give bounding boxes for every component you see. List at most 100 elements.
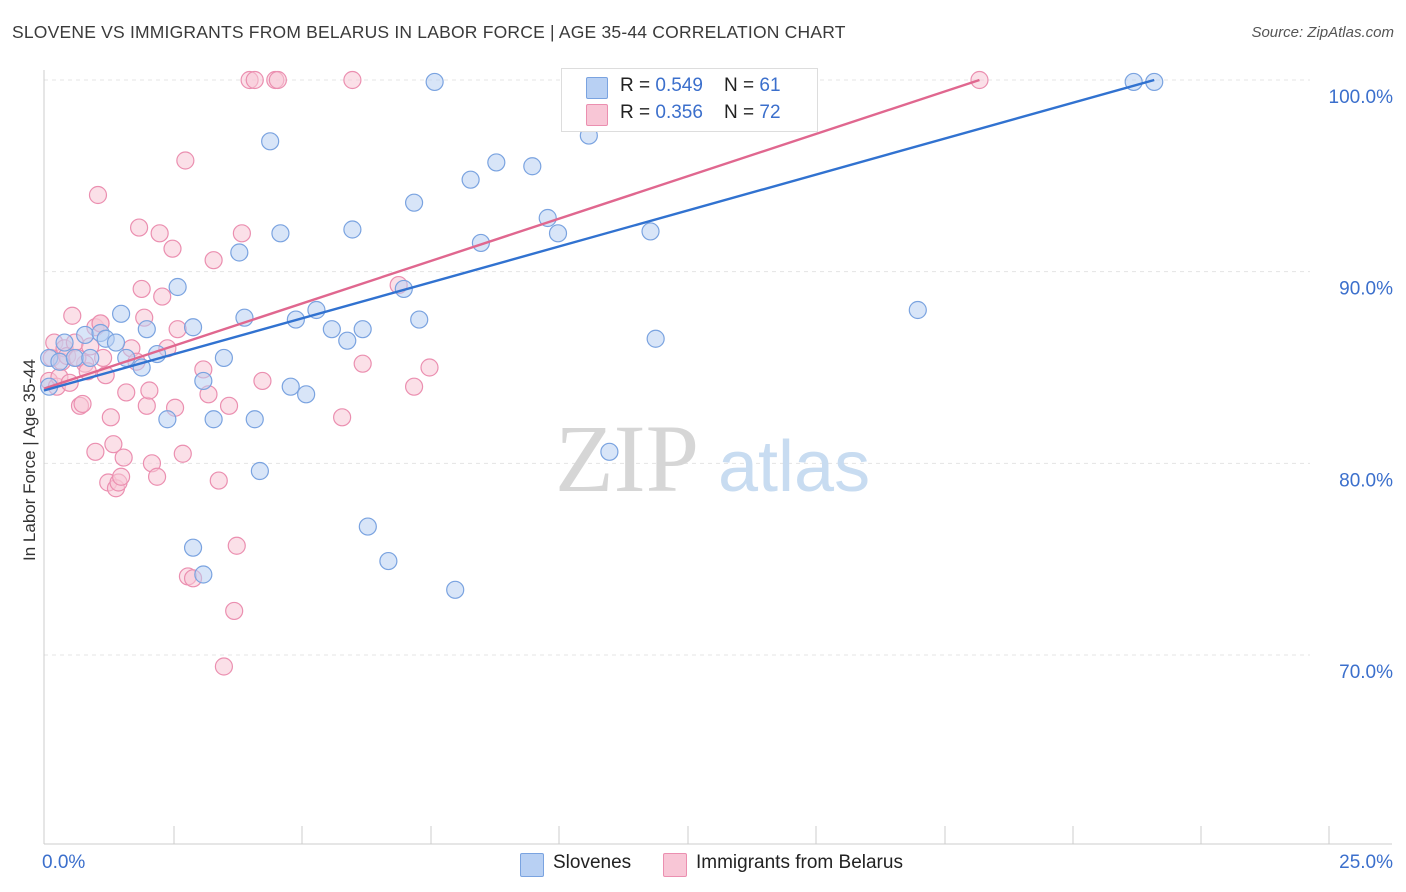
belarus-point-51 — [204, 251, 223, 270]
slovenes-point-40 — [425, 72, 444, 92]
belarus-point-45 — [173, 444, 192, 463]
trend-line-slovenes — [43, 78, 1155, 392]
slovenes-legend-swatch — [520, 853, 544, 877]
slovenes-point-33 — [343, 220, 362, 239]
belarus-point-28 — [114, 448, 133, 467]
slovenes-point-59 — [183, 538, 203, 557]
r-label: R = — [620, 102, 656, 123]
slovenes-point-4 — [65, 348, 84, 368]
slovenes-point-26 — [271, 224, 290, 243]
belarus-point-42 — [163, 239, 182, 258]
slovenes-point-27 — [281, 377, 300, 396]
slovenes-point-10 — [111, 304, 131, 323]
legend-label-slovenes: Slovenes — [553, 852, 632, 873]
slovenes-point-45 — [523, 157, 542, 176]
slovenes-point-47 — [548, 224, 568, 243]
slovenes-point-38 — [404, 193, 424, 212]
trend-line-belarus — [43, 78, 980, 390]
belarus-point-24 — [104, 435, 123, 454]
belarus-point-52 — [209, 471, 228, 490]
belarus-point-67 — [404, 377, 424, 396]
slovenes-point-13 — [137, 320, 156, 339]
x-tick-label-min: 0.0% — [42, 852, 86, 873]
slovenes-point-20 — [214, 348, 233, 368]
belarus-point-35 — [137, 396, 156, 415]
slovenes-point-49 — [600, 442, 619, 461]
belarus-point-27 — [111, 467, 131, 486]
belarus-point-12 — [73, 394, 92, 414]
slovenes-point-44 — [487, 153, 506, 172]
belarus-point-18 — [88, 185, 108, 205]
slovenes-point-16 — [168, 277, 187, 297]
watermark-zip: ZIP — [555, 405, 699, 512]
belarus-point-56 — [227, 536, 246, 555]
grid-lines — [44, 79, 1310, 656]
belarus-legend-swatch — [663, 853, 687, 877]
belarus-point-17 — [86, 442, 105, 461]
watermark-atlas: atlas — [718, 427, 870, 507]
n-value-belarus: 72 — [759, 102, 781, 123]
belarus-point-63 — [333, 408, 352, 427]
x-tick-label-max: 25.0% — [1339, 852, 1393, 873]
slovenes-point-50 — [641, 222, 660, 241]
belarus-point-59 — [245, 70, 264, 90]
correlation-legend: R = 0.549 N = 61 R = 0.356 N = 72 — [561, 68, 818, 132]
slovenes-point-34 — [353, 320, 372, 339]
y-axis-label: In Labor Force | Age 35-44 — [20, 359, 39, 561]
slovenes-point-17 — [183, 318, 203, 337]
slovenes-point-21 — [230, 243, 249, 262]
slovenes-point-36 — [379, 551, 398, 571]
slovenes-point-56 — [908, 300, 927, 320]
belarus-point-62 — [253, 371, 272, 391]
slovenes-point-15 — [158, 410, 177, 429]
belarus-point-32 — [129, 218, 149, 237]
slovenes-point-9 — [106, 333, 126, 352]
legend-label-belarus: Immigrants from Belarus — [696, 852, 903, 873]
slovenes-point-60 — [194, 565, 213, 584]
belarus-point-53 — [214, 657, 233, 676]
slovenes-point-19 — [204, 410, 223, 429]
belarus-point-40 — [153, 287, 172, 306]
slovenes-point-32 — [338, 331, 357, 350]
y-tick-label-90: 90.0% — [1339, 279, 1393, 300]
belarus-point-33 — [132, 279, 151, 299]
belarus-point-55 — [225, 601, 244, 621]
belarus-point-23 — [101, 408, 120, 427]
slovenes-point-6 — [81, 348, 100, 368]
slovenes-point-18 — [194, 371, 213, 391]
belarus-point-38 — [147, 467, 167, 486]
slovenes-point-41 — [446, 580, 465, 599]
chart-title: SLOVENE VS IMMIGRANTS FROM BELARUS IN LA… — [12, 22, 846, 42]
belarus-point-44 — [168, 320, 187, 339]
belarus-point-68 — [420, 358, 439, 377]
n-label: N = — [724, 102, 760, 123]
slovenes-point-24 — [250, 461, 269, 481]
belarus-point-46 — [176, 151, 195, 170]
belarus-point-39 — [150, 224, 169, 243]
y-tick-label-100: 100.0% — [1329, 87, 1394, 108]
belarus-point-65 — [353, 354, 372, 373]
belarus-point-54 — [219, 396, 239, 415]
belarus-point-36 — [140, 381, 159, 400]
slovenes-point-31 — [322, 320, 341, 339]
source-label: Source: ZipAtlas.com — [1251, 24, 1394, 41]
n-value-slovenes: 61 — [759, 75, 781, 96]
slovenes-point-5 — [76, 325, 95, 345]
slovenes-point-42 — [461, 170, 480, 189]
slovenes-point-23 — [245, 410, 264, 429]
series-slovenes-points — [40, 72, 1164, 599]
series-belarus-points — [40, 70, 989, 676]
slovenes-point-35 — [358, 517, 377, 536]
r-value-slovenes: 0.549 — [655, 75, 703, 96]
trend-lines — [43, 78, 1155, 392]
axes — [43, 70, 1392, 845]
belarus-point-61 — [268, 70, 287, 90]
slovenes-point-51 — [646, 329, 665, 348]
watermark: ZIP atlas — [555, 405, 870, 512]
slovenes-point-39 — [410, 310, 429, 329]
belarus-point-29 — [117, 383, 136, 402]
slovenes-point-2 — [50, 352, 69, 371]
slovenes-point-29 — [297, 385, 316, 404]
slovenes-point-25 — [261, 132, 280, 151]
